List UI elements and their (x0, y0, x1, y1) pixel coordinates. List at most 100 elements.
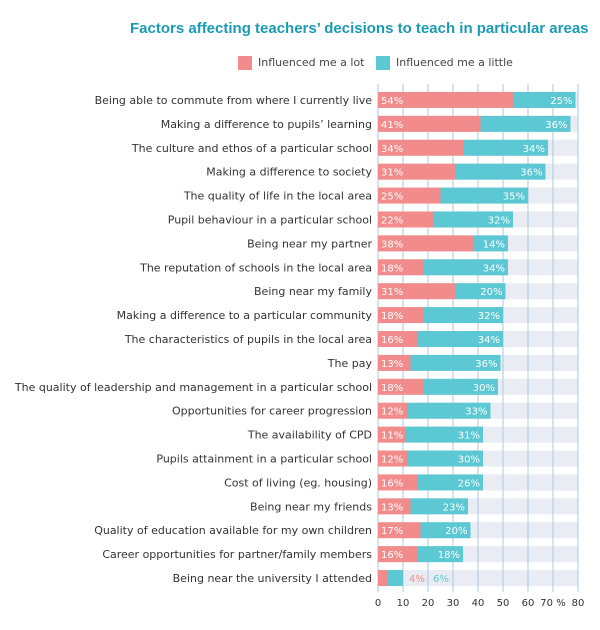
bar-influenced-a-little (480, 115, 571, 132)
category-label: Making a difference to pupils’ learning (161, 118, 372, 131)
data-label-a-little: 6% (433, 574, 449, 585)
bar-influenced-a-little (408, 450, 483, 467)
data-label-a-lot: 41% (381, 120, 403, 131)
bar-influenced-a-lot (378, 402, 408, 419)
data-label-a-little: 36% (520, 168, 542, 179)
bar-influenced-a-little (463, 139, 548, 156)
category-label: Opportunities for career progression (172, 405, 372, 418)
category-label: Career opportunities for partner/family … (102, 548, 372, 561)
bar-influenced-a-little (388, 570, 403, 587)
bar-influenced-a-little (405, 426, 483, 443)
data-label-a-little: 34% (478, 335, 500, 346)
data-label-a-little: 34% (483, 263, 505, 274)
bar-influenced-a-little (455, 163, 546, 180)
category-label: The quality of life in the local area (183, 190, 372, 203)
data-label-a-lot: 25% (381, 192, 403, 203)
category-label: The pay (327, 357, 373, 370)
bar-influenced-a-little (423, 307, 503, 324)
x-tick-label: 30 (447, 598, 460, 609)
data-label-a-lot: 31% (381, 287, 403, 298)
data-label-a-little: 35% (503, 192, 525, 203)
data-label-a-little: 32% (478, 311, 500, 322)
bar-influenced-a-lot (378, 259, 423, 276)
bar-influenced-a-little (440, 187, 528, 204)
category-label: Making a difference to society (206, 166, 372, 179)
bar-influenced-a-lot (378, 450, 408, 467)
bar-influenced-a-lot (378, 139, 463, 156)
bar-influenced-a-lot (378, 163, 456, 180)
bar-influenced-a-little (410, 354, 501, 371)
bar-influenced-a-lot (378, 474, 418, 491)
legend-swatch-little (376, 56, 390, 70)
bar-influenced-a-little (433, 211, 513, 228)
category-label: Pupils attainment in a particular school (156, 453, 372, 466)
bar-influenced-a-lot (378, 211, 433, 228)
bar-influenced-a-lot (378, 115, 481, 132)
bar-influenced-a-lot (378, 426, 406, 443)
data-label-a-little: 18% (438, 550, 460, 561)
data-label-a-little: 23% (443, 502, 465, 513)
bar-influenced-a-little (410, 498, 468, 515)
data-label-a-little: 31% (458, 431, 480, 442)
data-label-a-little: 36% (545, 120, 567, 131)
x-tick-label: 60 (522, 598, 535, 609)
data-label-a-lot: 16% (381, 550, 403, 561)
data-label-a-lot: 17% (381, 526, 403, 537)
data-label-a-lot: 31% (381, 168, 403, 179)
category-label: Being near my family (254, 285, 372, 298)
bar-influenced-a-lot (378, 378, 423, 395)
bar-influenced-a-lot (378, 522, 421, 539)
legend-label-little: Influenced me a little (396, 56, 513, 69)
bar-influenced-a-little (420, 522, 471, 539)
data-label-a-little: 34% (523, 144, 545, 155)
data-label-a-lot: 4% (409, 574, 425, 585)
category-label: Cost of living (eg. housing) (224, 476, 372, 489)
bar-influenced-a-lot (378, 331, 418, 347)
bar-influenced-a-lot (378, 187, 441, 204)
x-tick-label: 20 (422, 598, 435, 609)
bar-influenced-a-lot (378, 283, 456, 300)
category-label: The culture and ethos of a particular sc… (131, 142, 372, 155)
x-tick-label: 10 (397, 598, 410, 609)
data-label-a-little: 32% (488, 215, 510, 226)
bar-influenced-a-lot (378, 91, 513, 108)
category-label: Making a difference to a particular comm… (117, 309, 373, 322)
data-label-a-little: 30% (473, 383, 495, 394)
bar-influenced-a-little (418, 331, 503, 347)
bar-influenced-a-little (473, 235, 508, 252)
category-label: The reputation of schools in the local a… (139, 261, 372, 274)
legend: Influenced me a lot Influenced me a litt… (0, 55, 600, 75)
data-label-a-little: 36% (475, 359, 497, 370)
bar-influenced-a-little (418, 546, 463, 563)
category-label: Being near my partner (247, 237, 372, 250)
data-label-a-lot: 13% (381, 359, 403, 370)
category-label: Pupil behaviour in a particular school (168, 213, 372, 226)
bar-influenced-a-little (513, 91, 576, 108)
data-label-a-little: 26% (458, 478, 480, 489)
data-label-a-lot: 54% (381, 96, 403, 107)
x-tick-label: 80 (572, 598, 585, 609)
data-label-a-little: 14% (483, 239, 505, 250)
category-label: The characteristics of pupils in the loc… (124, 333, 372, 346)
bar-influenced-a-lot (378, 498, 411, 515)
category-label: The quality of leadership and management… (14, 381, 372, 394)
legend-swatch-lot (238, 56, 252, 70)
bar-influenced-a-little (423, 259, 508, 276)
data-label-a-lot: 22% (381, 215, 403, 226)
data-label-a-lot: 18% (381, 263, 403, 274)
x-tick-label: 70 % (540, 598, 565, 609)
bar-influenced-a-little (408, 402, 491, 419)
data-label-a-lot: 18% (381, 383, 403, 394)
bar-influenced-a-lot (378, 546, 418, 563)
chart-title: Factors affecting teachers’ decisions to… (130, 20, 589, 37)
category-label: Being near my friends (250, 500, 372, 513)
x-tick-label: 50 (497, 598, 510, 609)
data-label-a-little: 25% (550, 96, 572, 107)
bar-influenced-a-lot (378, 307, 423, 324)
data-label-a-lot: 11% (381, 431, 403, 442)
bar-influenced-a-little (418, 474, 483, 491)
bar-influenced-a-lot (378, 354, 411, 371)
data-label-a-lot: 12% (381, 407, 403, 418)
data-label-a-little: 33% (465, 407, 487, 418)
